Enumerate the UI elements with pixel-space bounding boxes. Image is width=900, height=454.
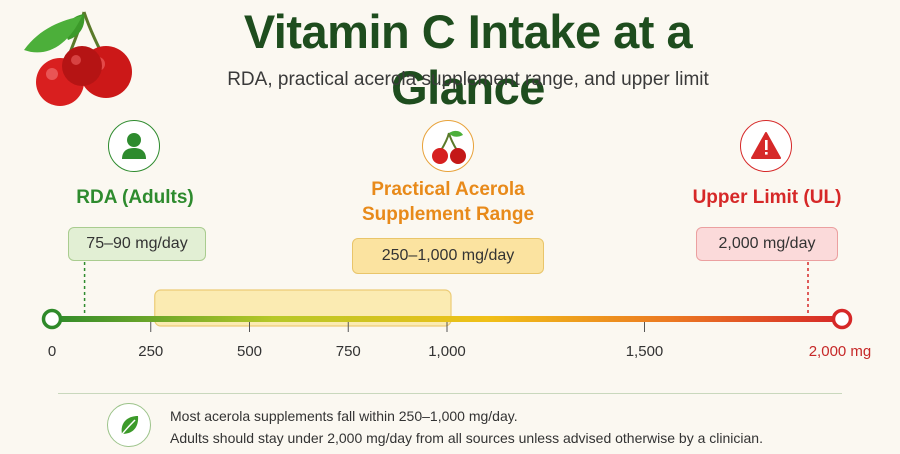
- person-icon: [122, 133, 146, 159]
- scale-end-marker: [831, 308, 853, 330]
- page-subtitle: RDA, practical acerola supplement range,…: [227, 69, 709, 90]
- footer-note-line1: Most acerola supplements fall within 250…: [170, 408, 518, 424]
- page-title: Vitamin C Intake at a Glance: [243, 5, 693, 114]
- acerola-label-line1: Practical Acerola: [371, 179, 525, 200]
- ul-icon-circle: [740, 120, 792, 172]
- cherries-logo-icon: [24, 11, 132, 106]
- rda-label: RDA (Adults): [76, 187, 194, 208]
- leaf-icon: [119, 416, 139, 438]
- acerola-label-line2: Supplement Range: [361, 204, 535, 225]
- scale-tick-label: 0: [47, 343, 57, 360]
- scale-tick-label: 250: [138, 343, 164, 360]
- footer-note-line2: Adults should stay under 2,000 mg/day fr…: [170, 430, 763, 446]
- scale-tick-label: 2,000 mg: [808, 343, 872, 360]
- cherry-icon: [432, 130, 466, 164]
- acerola-icon-circle: [422, 120, 474, 172]
- scale-tick-label: 1,500: [625, 343, 664, 360]
- rda-value-badge: 75–90 mg/day: [68, 227, 206, 261]
- scale-tick-label: 1,000: [428, 343, 466, 360]
- warning-icon: [751, 132, 781, 159]
- rda-icon-circle: [108, 120, 160, 172]
- scale-tick-label: 500: [236, 343, 263, 360]
- acerola-value-badge: 250–1,000 mg/day: [352, 238, 544, 274]
- ul-value-badge: 2,000 mg/day: [696, 227, 838, 261]
- scale-bar: [52, 316, 842, 322]
- footer-divider: [58, 393, 842, 394]
- ul-label: Upper Limit (UL): [692, 187, 842, 208]
- scale-tick-label: 750: [335, 343, 361, 360]
- scale-start-marker: [41, 308, 63, 330]
- footer-icon-circle: [107, 403, 151, 447]
